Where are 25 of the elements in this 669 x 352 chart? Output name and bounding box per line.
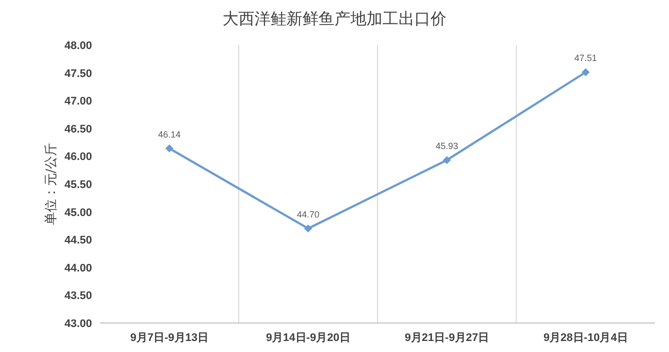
x-tick-label: 9月21日-9月27日 xyxy=(404,332,490,344)
y-tick-label: 44.00 xyxy=(64,262,92,274)
x-tick-label: 9月7日-9月13日 xyxy=(130,332,209,344)
y-tick-label: 44.50 xyxy=(64,234,92,247)
y-tick-label: 47.00 xyxy=(64,96,92,108)
point xyxy=(165,144,174,152)
point xyxy=(442,156,451,164)
y-tick-label: 46.00 xyxy=(64,151,92,164)
y-axis-title: 单位：元/公斤 xyxy=(44,142,59,226)
y-tick-label: 48.00 xyxy=(64,40,92,52)
x-tick-label: 9月14日-9月20日 xyxy=(266,332,350,344)
data-label: 44.70 xyxy=(296,209,320,220)
y-tick-label: 45.50 xyxy=(64,179,92,191)
y-tick-label: 46.50 xyxy=(64,123,92,136)
point xyxy=(304,224,312,232)
y-tick-label: 47.50 xyxy=(64,68,92,80)
data-label: 47.51 xyxy=(574,53,597,64)
x-tick-label: 9月28日-10月4日 xyxy=(543,332,628,344)
y-tick-label: 43.00 xyxy=(64,318,92,330)
point xyxy=(582,68,590,76)
y-tick-label: 45.00 xyxy=(64,206,92,219)
data-label: 45.93 xyxy=(436,141,458,152)
chart-title: 大西洋鲑新鲜鱼产地加工出口价 xyxy=(222,9,446,28)
data-label: 46.14 xyxy=(158,129,181,140)
y-tick-label: 43.50 xyxy=(64,290,92,302)
